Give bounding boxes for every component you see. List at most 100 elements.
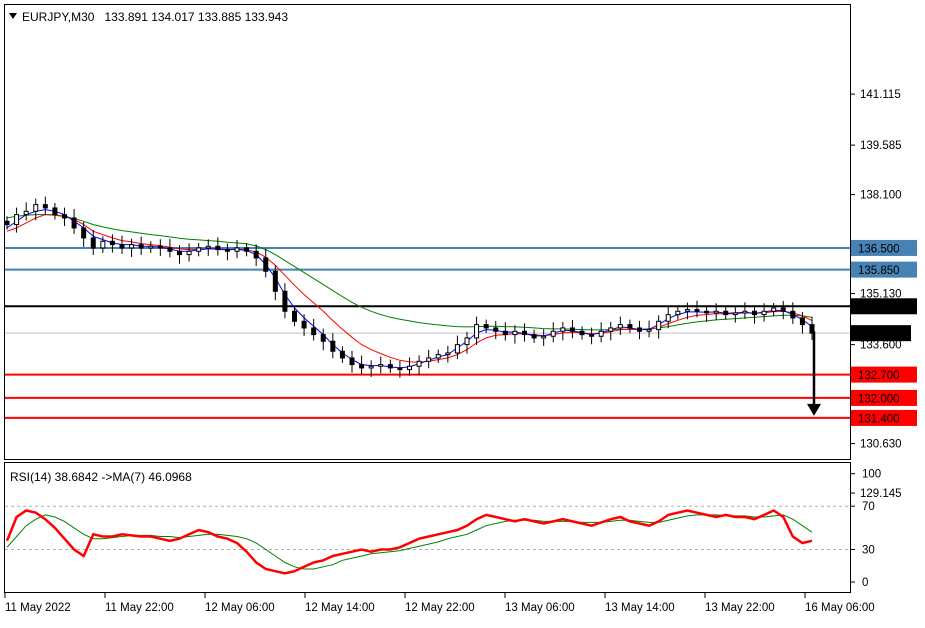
candle-body bbox=[474, 324, 480, 339]
price-tick-label: 135.130 bbox=[860, 289, 902, 301]
candle-body bbox=[167, 247, 173, 252]
candle-body bbox=[33, 204, 39, 212]
candle-body bbox=[311, 327, 317, 336]
time-tick-label: 11 May 2022 bbox=[5, 602, 71, 614]
time-tick-label: 13 May 06:00 bbox=[505, 602, 575, 614]
candle-body bbox=[550, 330, 556, 337]
price-series bbox=[4, 196, 815, 378]
candle-body bbox=[244, 247, 250, 252]
level-label-text: 131.400 bbox=[858, 413, 900, 425]
price-levels bbox=[5, 246, 850, 419]
candle-body bbox=[157, 245, 163, 249]
level-label-text: 134.750 bbox=[858, 302, 900, 314]
level-label-bg bbox=[851, 298, 917, 315]
symbol-label: EURJPY,M30 bbox=[22, 10, 95, 24]
candle-body bbox=[301, 320, 307, 329]
level-label-bg bbox=[851, 409, 917, 426]
candle-body bbox=[52, 207, 58, 216]
level-label-text: 136.500 bbox=[858, 243, 900, 255]
price-tick-label: 129.145 bbox=[860, 488, 902, 500]
candle-body bbox=[272, 270, 278, 292]
price-tick-label: 133.600 bbox=[860, 340, 902, 352]
candle-body bbox=[531, 334, 537, 339]
rsi-chart-frame bbox=[4, 462, 851, 593]
candle-body bbox=[205, 245, 211, 249]
price-axis: 141.115 139.585 138.100 135.130 133.600 130.6… bbox=[850, 89, 902, 500]
ma-slow-line bbox=[6, 214, 813, 331]
candle-body bbox=[426, 357, 432, 362]
candle-body bbox=[339, 350, 345, 359]
candle-body bbox=[129, 244, 135, 249]
time-tick-label: 16 May 06:00 bbox=[805, 602, 875, 614]
time-tick-label: 13 May 14:00 bbox=[605, 602, 675, 614]
candle-body bbox=[71, 217, 77, 229]
chart-header[interactable]: EURJPY,M30 133.891 134.017 133.885 133.94… bbox=[9, 10, 288, 24]
candle-body bbox=[359, 364, 365, 369]
candle-body bbox=[23, 210, 29, 216]
rsi-tick-label: 30 bbox=[862, 545, 875, 557]
time-tick-label: 12 May 22:00 bbox=[405, 602, 475, 614]
forecast-arrow bbox=[807, 331, 821, 416]
candle-body bbox=[675, 310, 681, 316]
candle-body bbox=[780, 307, 786, 312]
candle-body bbox=[656, 320, 662, 331]
candle-body bbox=[282, 290, 288, 312]
candle-body bbox=[732, 312, 738, 316]
candle-body bbox=[138, 244, 144, 249]
ohlc-values: 133.891 134.017 133.885 133.943 bbox=[104, 10, 288, 24]
level-label-bg bbox=[851, 389, 917, 406]
level-label-bg bbox=[851, 239, 917, 256]
rsi-tick-label: 0 bbox=[862, 577, 868, 589]
dropdown-triangle-icon[interactable] bbox=[9, 13, 17, 19]
rsi-header-label: RSI(14) 38.6842 ->MA(7) 46.0968 bbox=[10, 470, 192, 484]
candle-body bbox=[752, 310, 757, 316]
candle-body bbox=[589, 334, 595, 337]
price-tick-label: 141.115 bbox=[860, 89, 901, 101]
time-tick-label: 12 May 06:00 bbox=[205, 602, 275, 614]
arrow-head-icon bbox=[807, 403, 821, 416]
candle-body bbox=[761, 310, 767, 316]
candle-body bbox=[378, 364, 384, 367]
candle-body bbox=[569, 327, 575, 332]
candle-body bbox=[320, 334, 326, 342]
current-price-text: 133.943 bbox=[856, 329, 898, 341]
candle-body bbox=[598, 330, 604, 337]
candle-body bbox=[694, 309, 700, 312]
candle-body bbox=[81, 227, 87, 239]
level-label-bg bbox=[851, 261, 917, 278]
candle-body bbox=[464, 337, 470, 346]
rsi-axis: 100 70 30 0 bbox=[850, 469, 881, 589]
candle-body bbox=[407, 365, 412, 371]
level-label-text: 132.000 bbox=[858, 393, 900, 405]
candle-body bbox=[713, 310, 719, 314]
candle-body bbox=[292, 310, 297, 322]
candle-body bbox=[387, 364, 393, 369]
candle-body bbox=[349, 357, 355, 366]
level-labels: 136.500 135.850 134.750 132.700 132.000 131.4… bbox=[851, 239, 917, 426]
candle-body bbox=[799, 317, 805, 326]
candle-body bbox=[608, 327, 614, 332]
candle-body bbox=[809, 324, 815, 334]
candle-body bbox=[4, 220, 10, 226]
rsi-tick-label: 100 bbox=[862, 469, 881, 481]
candle-body bbox=[330, 340, 336, 352]
candle-body bbox=[579, 330, 585, 336]
candle-body bbox=[62, 214, 67, 219]
candle-body bbox=[435, 354, 441, 359]
candle-body bbox=[416, 360, 422, 367]
candle-body bbox=[704, 310, 710, 314]
time-tick-label: 12 May 14:00 bbox=[305, 602, 375, 614]
candle-body bbox=[100, 240, 106, 249]
candle-body bbox=[771, 307, 777, 312]
candle-body bbox=[483, 324, 489, 329]
candle-body bbox=[723, 310, 729, 316]
candle-body bbox=[368, 365, 374, 369]
candle-body bbox=[14, 214, 20, 226]
price-tick-label: 138.100 bbox=[860, 190, 902, 202]
candle-body bbox=[177, 250, 182, 256]
price-tick-label: 139.585 bbox=[860, 140, 902, 152]
candle-body bbox=[541, 335, 547, 339]
candle-body bbox=[445, 352, 451, 356]
